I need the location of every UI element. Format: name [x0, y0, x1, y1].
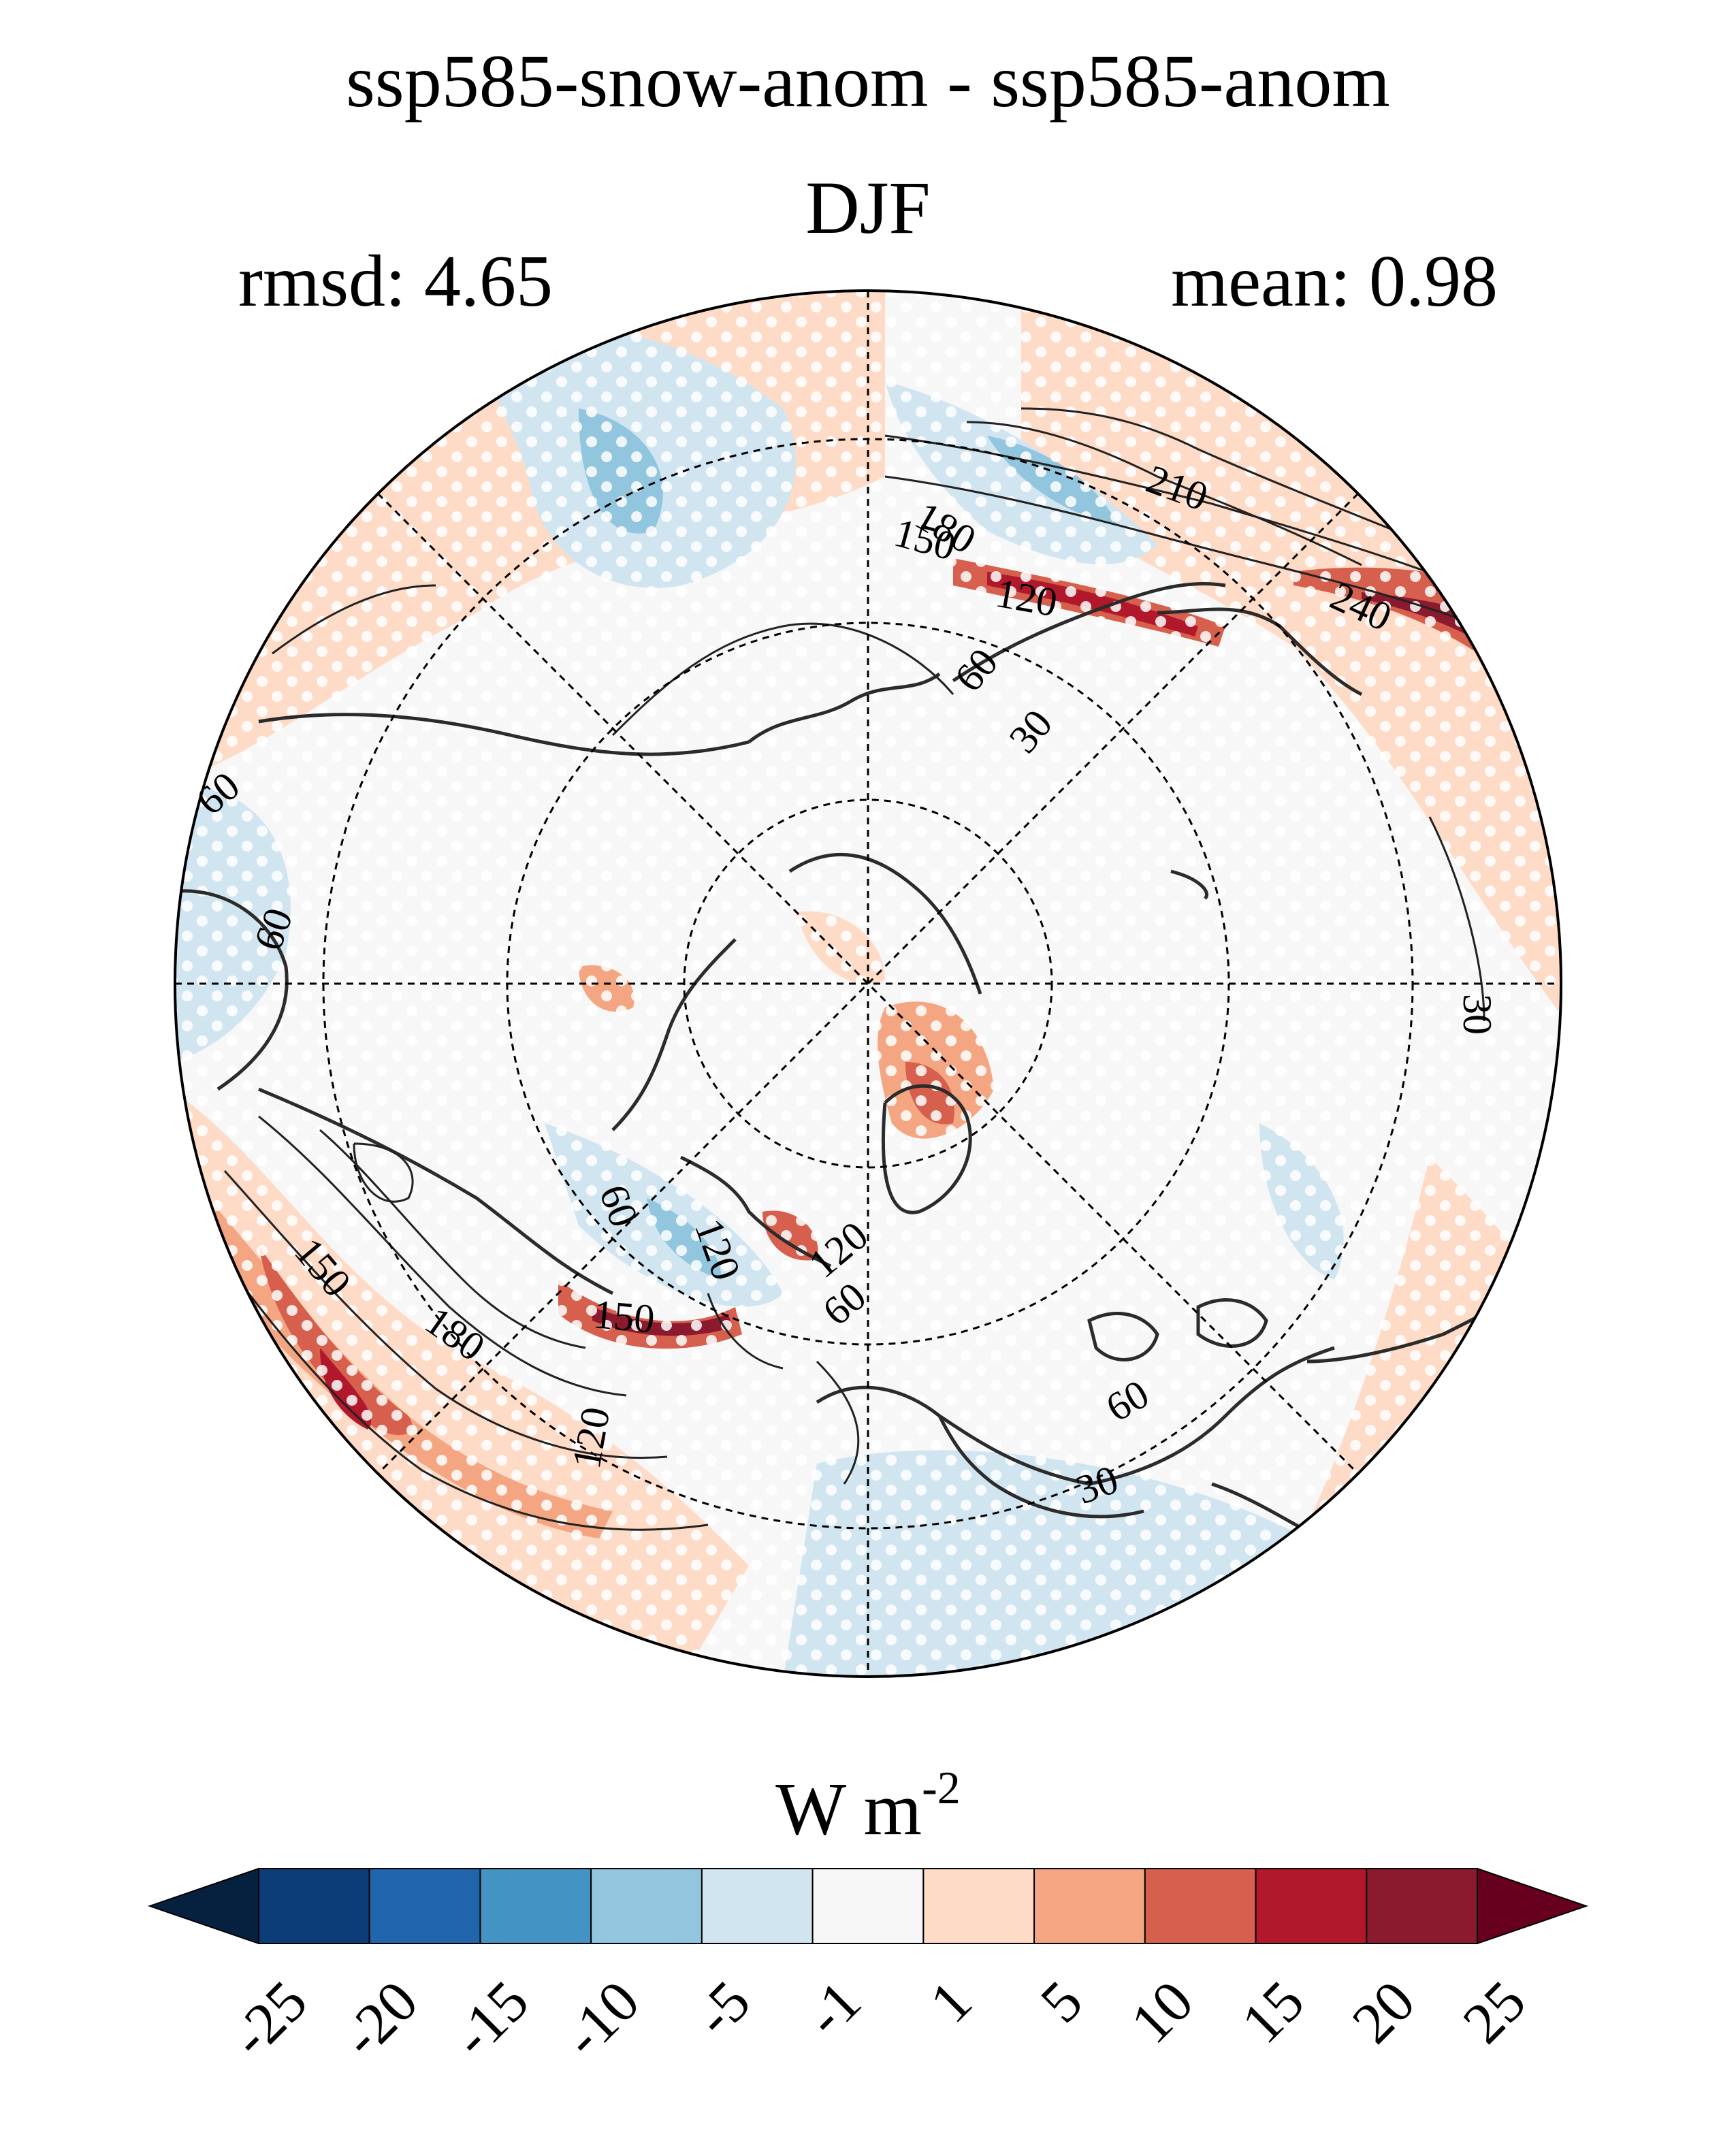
colorbar-segment [811, 1868, 925, 1944]
colorbar-units: W m-2 [0, 1764, 1736, 1847]
units-main: W m [775, 1767, 922, 1851]
colorbar-tick-label: 25 [1450, 1968, 1538, 2056]
colorbar-tick-label: 10 [1118, 1968, 1206, 2056]
colorbar-segment [1033, 1868, 1146, 1944]
rmsd-stat: rmsd: 4.65 [238, 241, 553, 322]
units-exponent: -2 [922, 1762, 961, 1813]
colorbar-segment [1255, 1868, 1368, 1944]
colorbar-segment [1366, 1868, 1478, 1944]
title-line-1: ssp585-snow-anom - ssp585-anom [346, 39, 1390, 123]
colorbar-segment [590, 1868, 703, 1944]
colorbar-tick-label: -10 [550, 1968, 652, 2069]
colorbar-tick-label: -20 [329, 1968, 430, 2069]
colorbar-segment [258, 1868, 370, 1944]
colorbar-tick-label: 20 [1340, 1968, 1428, 2056]
colorbar-tick-label: -1 [792, 1968, 873, 2049]
graticule [175, 291, 1561, 1677]
contour-lines [196, 407, 1498, 1531]
colorbar-segment [479, 1868, 592, 1944]
colorbar-extend-high [1477, 1867, 1589, 1945]
colorbar-segment [922, 1868, 1035, 1944]
map-boundary [174, 289, 1562, 1678]
colorbar-segments [147, 1867, 1589, 1945]
colorbar-tick-label: -5 [681, 1968, 762, 2049]
colorbar-tick-labels: -25 -20 -15 -10 -5 -1 1 5 10 15 20 25 [218, 1968, 1538, 2069]
contour-label: 30 [1455, 994, 1500, 1035]
contour-label: 120 [564, 1404, 619, 1472]
contour-label: 150 [592, 1291, 656, 1342]
colorbar-tick-label: 1 [917, 1968, 984, 2035]
title-line-2: DJF [805, 166, 931, 249]
colorbar-extend-low [147, 1867, 259, 1945]
contour-label: 120 [993, 570, 1061, 626]
mean-stat: mean: 0.98 [1171, 241, 1498, 322]
colorbar-segment [1144, 1868, 1257, 1944]
colorbar-segment [701, 1868, 814, 1944]
polar-map: 210 180 150 120 240 60 30 60 60 30 150 1… [174, 289, 1562, 1678]
colorbar-tick-label: -25 [218, 1968, 319, 2069]
colorbar-tick-label: 15 [1229, 1968, 1317, 2056]
colorbar-segment [368, 1868, 481, 1944]
colorbar-tick-label: -15 [440, 1968, 541, 2069]
colorbar-tick-label: 5 [1028, 1968, 1095, 2035]
